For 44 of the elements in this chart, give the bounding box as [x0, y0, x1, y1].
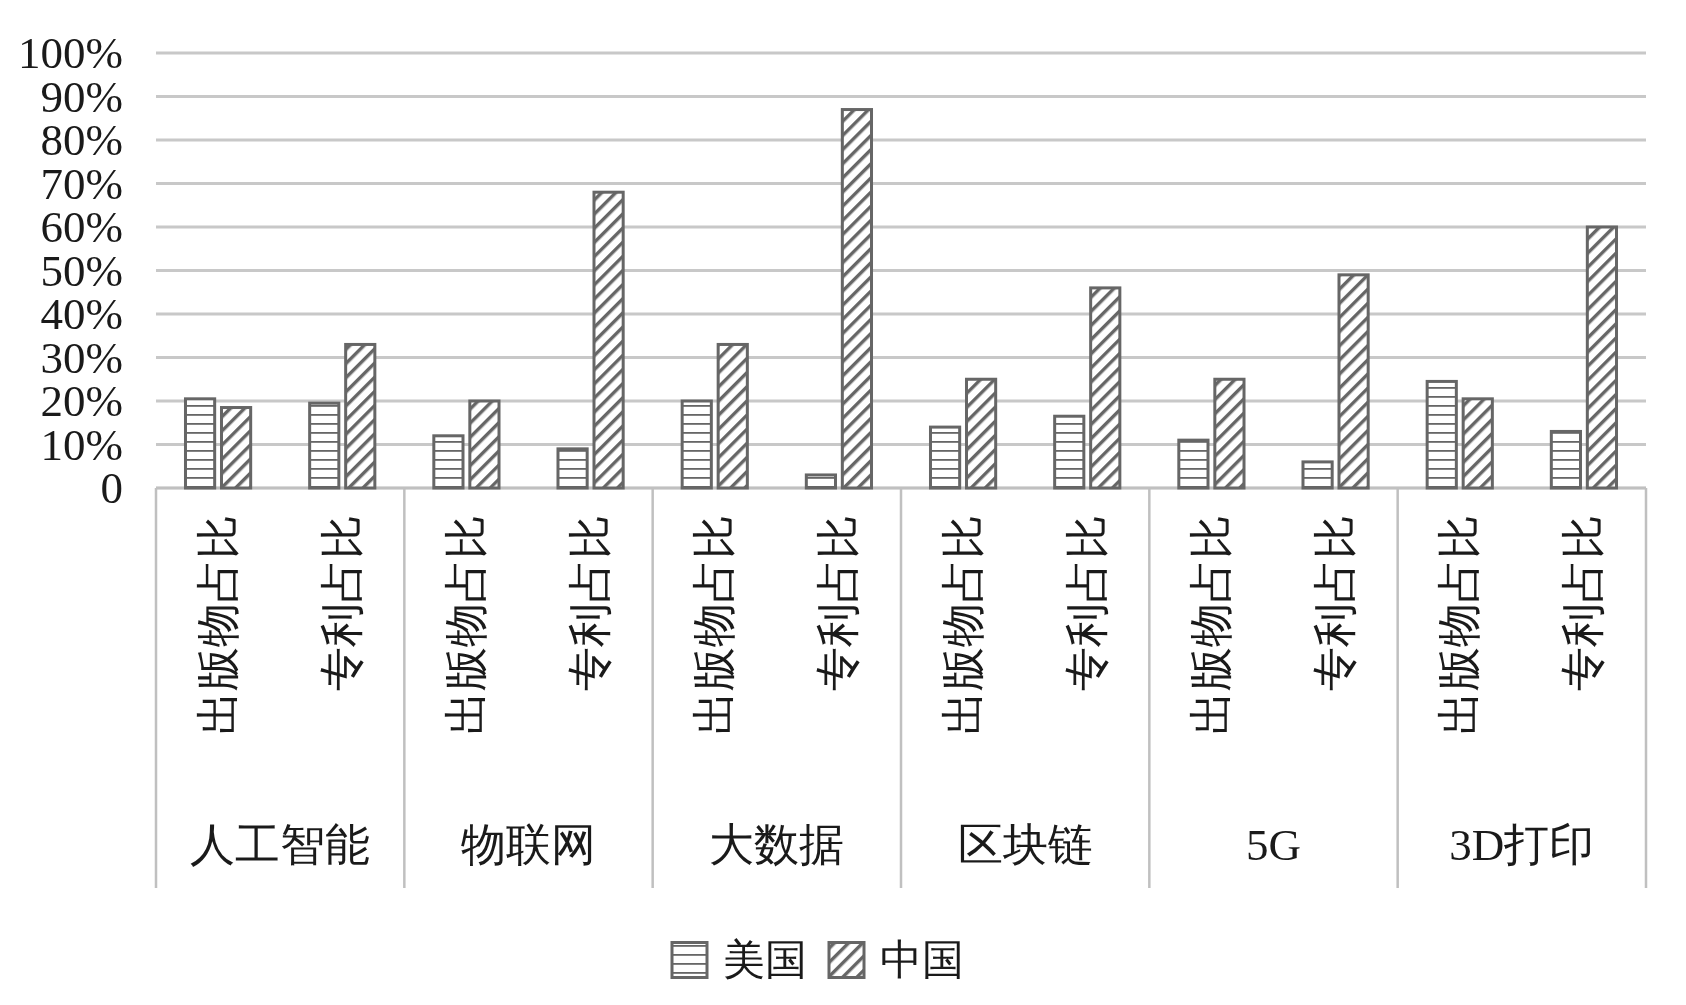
bar	[183, 397, 217, 490]
bar	[468, 399, 501, 490]
bar	[220, 406, 253, 490]
bar	[680, 399, 713, 490]
text: 3D打印	[1449, 820, 1595, 870]
x-tick-label: 专利占比	[566, 515, 616, 691]
x-tick-label: 专利占比	[814, 515, 864, 691]
x-tick-label: 出版物占比	[1435, 515, 1485, 735]
bar	[965, 377, 998, 490]
bar	[1461, 397, 1494, 490]
bar	[1177, 438, 1210, 490]
text: 人工智能	[190, 820, 371, 870]
text: 大数据	[709, 820, 845, 870]
x-tick-label: 出版物占比	[690, 515, 740, 735]
bar	[804, 473, 837, 490]
bar	[1301, 460, 1334, 490]
bar	[840, 108, 874, 490]
legend-label: 美国	[723, 937, 807, 983]
bar	[1053, 414, 1086, 490]
x-tick-label: 出版物占比	[938, 515, 988, 735]
x-tick-label: 专利占比	[1559, 515, 1609, 691]
bar	[928, 425, 962, 490]
x-tick-label: 出版物占比	[1186, 515, 1236, 735]
bar	[1089, 286, 1122, 490]
bar	[1549, 429, 1582, 490]
bar	[1585, 225, 1619, 490]
x-tick-label: 出版物占比	[441, 515, 491, 735]
legend-label: 中国	[880, 937, 964, 983]
bar	[716, 342, 749, 490]
bar	[1425, 379, 1458, 490]
x-tick-label: 出版物占比	[193, 515, 243, 735]
bar	[592, 190, 625, 490]
text: 物联网	[461, 820, 596, 870]
text: 区块链	[957, 820, 1093, 870]
bar	[344, 342, 377, 490]
x-tick-label: 专利占比	[1311, 515, 1361, 691]
bar	[1337, 273, 1370, 490]
x-tick-label: 专利占比	[317, 515, 367, 691]
bar	[432, 434, 465, 490]
text: 5G	[1246, 820, 1301, 870]
bar	[308, 401, 341, 490]
bar	[556, 447, 589, 490]
bar	[1213, 377, 1246, 490]
x-tick-label: 专利占比	[1062, 515, 1112, 691]
